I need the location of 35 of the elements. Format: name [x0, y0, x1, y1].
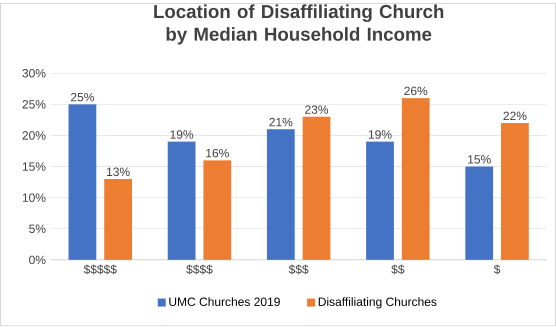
- legend-label: Disaffiliating Churches: [318, 297, 436, 309]
- data-label: 13%: [107, 168, 130, 176]
- data-label: 26%: [404, 86, 428, 96]
- bar: [366, 142, 394, 260]
- data-label: 23%: [305, 106, 328, 114]
- data-label: 19%: [368, 130, 392, 139]
- bar: [168, 142, 196, 260]
- bar: [302, 116, 330, 260]
- bar: [402, 98, 430, 260]
- data-label: 25%: [71, 93, 94, 102]
- chart-title: Location of Disaffiliating Church by Median Household Income: [154, 4, 444, 45]
- y-tick-label: 20%: [22, 131, 46, 140]
- bar: [266, 129, 295, 260]
- x-tick-label: $$$: [288, 264, 308, 275]
- y-tick-label: 25%: [22, 100, 46, 109]
- x-tick-label: $$$$: [186, 264, 213, 275]
- y-tick-label: 0%: [29, 256, 46, 264]
- bar: [68, 104, 96, 260]
- data-label: 19%: [170, 130, 194, 139]
- y-tick-label: 5%: [29, 224, 46, 234]
- bar: [465, 166, 494, 260]
- x-tick-label: $$: [391, 264, 404, 275]
- data-label: 15%: [468, 155, 491, 164]
- bar: [104, 179, 132, 260]
- data-label: 21%: [269, 118, 292, 126]
- bar: [203, 160, 232, 260]
- y-tick-label: 30%: [22, 69, 46, 78]
- data-label: 22%: [504, 112, 526, 120]
- x-tick-label: $$$$$: [84, 264, 117, 275]
- y-tick-label: 10%: [22, 194, 46, 202]
- y-tick-label: 15%: [22, 162, 46, 171]
- legend-label: UMC Churches 2019: [169, 297, 280, 306]
- bar: [501, 123, 529, 260]
- data-label: 16%: [206, 149, 229, 158]
- x-tick-label: $: [494, 264, 500, 275]
